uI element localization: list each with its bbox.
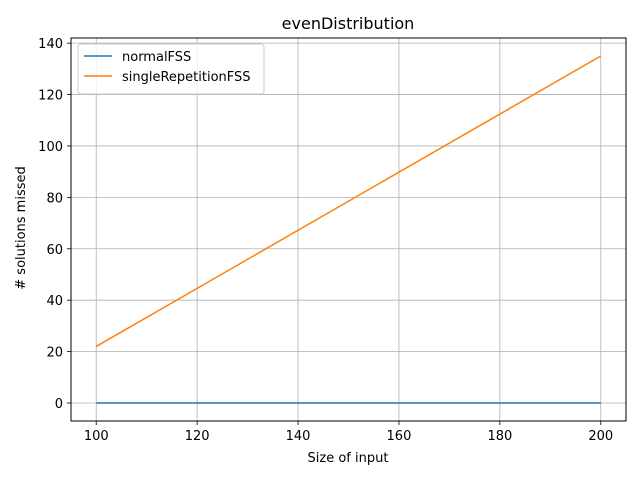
- legend-label-singleRepetitionFSS: singleRepetitionFSS: [122, 70, 251, 85]
- y-tick-label: 0: [55, 397, 63, 412]
- y-tick-label: 80: [46, 191, 63, 206]
- y-tick-label: 140: [38, 37, 63, 52]
- legend: normalFSS singleRepetitionFSS: [77, 43, 265, 95]
- ticks: 100 120 140 160 180 200 0 20 40 60 80 100 120 140: [38, 37, 613, 444]
- chart-title: evenDistribution: [282, 14, 415, 33]
- y-tick-label: 100: [38, 140, 63, 155]
- legend-box: [77, 43, 265, 95]
- x-tick-label: 200: [588, 429, 613, 444]
- plot-area-frame: [70, 37, 627, 422]
- series-group: [95, 55, 602, 404]
- x-tick-label: 140: [286, 429, 311, 444]
- x-axis-label: Size of input: [308, 451, 389, 466]
- y-tick-label: 120: [38, 89, 63, 104]
- legend-label-normalFSS: normalFSS: [122, 50, 191, 65]
- y-tick-label: 60: [46, 243, 63, 258]
- y-tick-label: 40: [46, 294, 63, 309]
- x-tick-label: 120: [185, 429, 210, 444]
- y-tick-label: 20: [46, 346, 63, 361]
- y-axis-label: # solutions missed: [14, 166, 29, 289]
- x-tick-label: 160: [387, 429, 412, 444]
- x-tick-label: 180: [487, 429, 512, 444]
- series-line-singleRepetitionFSS: [95, 55, 602, 348]
- x-tick-label: 100: [84, 429, 109, 444]
